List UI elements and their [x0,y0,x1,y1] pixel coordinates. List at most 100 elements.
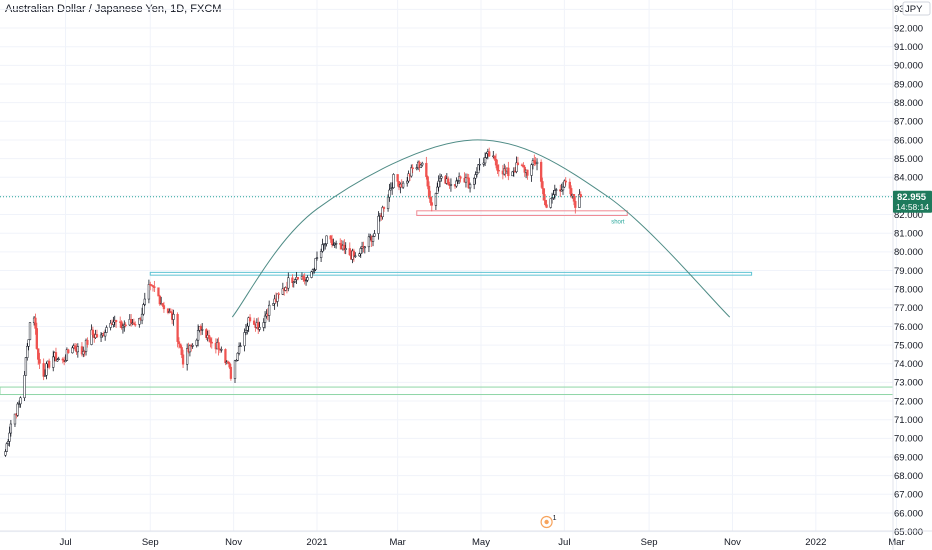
candle [389,182,392,191]
candle [276,293,279,307]
candle [228,361,231,369]
candle-body [291,277,294,284]
x-tick-label: Mar [888,537,904,548]
candle-body [348,248,351,256]
candle-series [4,147,582,457]
candle [561,182,565,195]
candle [196,324,200,347]
candle [574,195,577,214]
candle-body [478,164,481,166]
candle-body [37,348,40,360]
candle-body [477,164,480,174]
candle-body [377,215,380,234]
chart-grid [0,0,897,533]
candle-body [80,346,84,355]
candle-body [437,180,440,188]
candle-body [539,161,543,182]
candle [281,282,284,296]
candle-body [438,177,442,182]
candle [437,175,440,192]
y-tick-label: 73.000 [894,378,923,389]
candle-body [47,360,51,368]
y-tick-label: 67.000 [894,490,923,501]
candle [291,274,294,288]
candle [570,185,573,199]
candle-body [158,295,161,305]
candle [314,258,317,272]
candle [166,308,170,315]
candle [229,363,233,381]
candle-body [24,357,28,376]
arc-drawing[interactable] [231,139,731,318]
candle [95,329,99,338]
candle-body [177,341,181,345]
economic-events-icon[interactable]: 1 [540,515,557,529]
candle-body [392,174,395,189]
candle-body [4,451,7,456]
y-tick-label: 65.000 [894,527,923,538]
candle [80,342,84,357]
candle-body [162,305,166,310]
candle-body [339,243,342,245]
candle-body [550,197,554,199]
candle [209,336,212,348]
candle-body [552,194,555,199]
level-zones[interactable]: short [0,210,894,396]
candle-body [579,194,582,197]
candle [572,194,576,206]
candle-body [6,441,10,445]
candle [45,361,48,380]
candle-body [65,349,69,361]
candle-body [411,167,414,170]
candle [114,319,118,329]
candle [321,238,324,253]
candle [287,272,290,292]
candle-body [367,236,371,248]
candle-body [555,189,558,191]
candle-body [263,315,267,323]
candle-body [391,187,394,189]
candle [237,342,241,356]
zone-red[interactable] [416,210,628,216]
candle-body [27,339,30,347]
y-tick-label: 85.000 [894,154,923,165]
x-tick-label: May [472,537,490,548]
candle [35,322,38,350]
candle [438,173,442,188]
candle [477,164,480,174]
candle [511,171,514,177]
candle [475,167,479,178]
candle [563,179,566,188]
y-tick-label: 80.000 [894,247,923,258]
candle-body [228,362,231,368]
candle-body [227,361,230,364]
candle-body [258,327,261,330]
candle [199,324,202,336]
candle-body [542,188,546,201]
candle [67,348,70,354]
candle-body [494,158,498,166]
candle-body [172,314,175,320]
candle-body [292,281,295,284]
candle [217,337,220,356]
arc-path[interactable] [231,139,731,318]
zone-blue[interactable] [149,271,753,276]
candle-body [42,363,45,377]
candle [142,302,145,316]
candle [292,281,295,288]
candle [207,329,211,343]
candle [210,337,213,349]
candle [109,319,112,331]
zone-green[interactable] [0,386,894,396]
candle-body [129,318,133,324]
candle [83,349,86,357]
candle-body [563,180,566,188]
candle [343,239,346,254]
candle-body [236,352,239,361]
candle [17,400,21,408]
candle-body [363,246,366,249]
candle-body [296,277,300,280]
candle [24,356,28,376]
candle-body [224,349,227,364]
